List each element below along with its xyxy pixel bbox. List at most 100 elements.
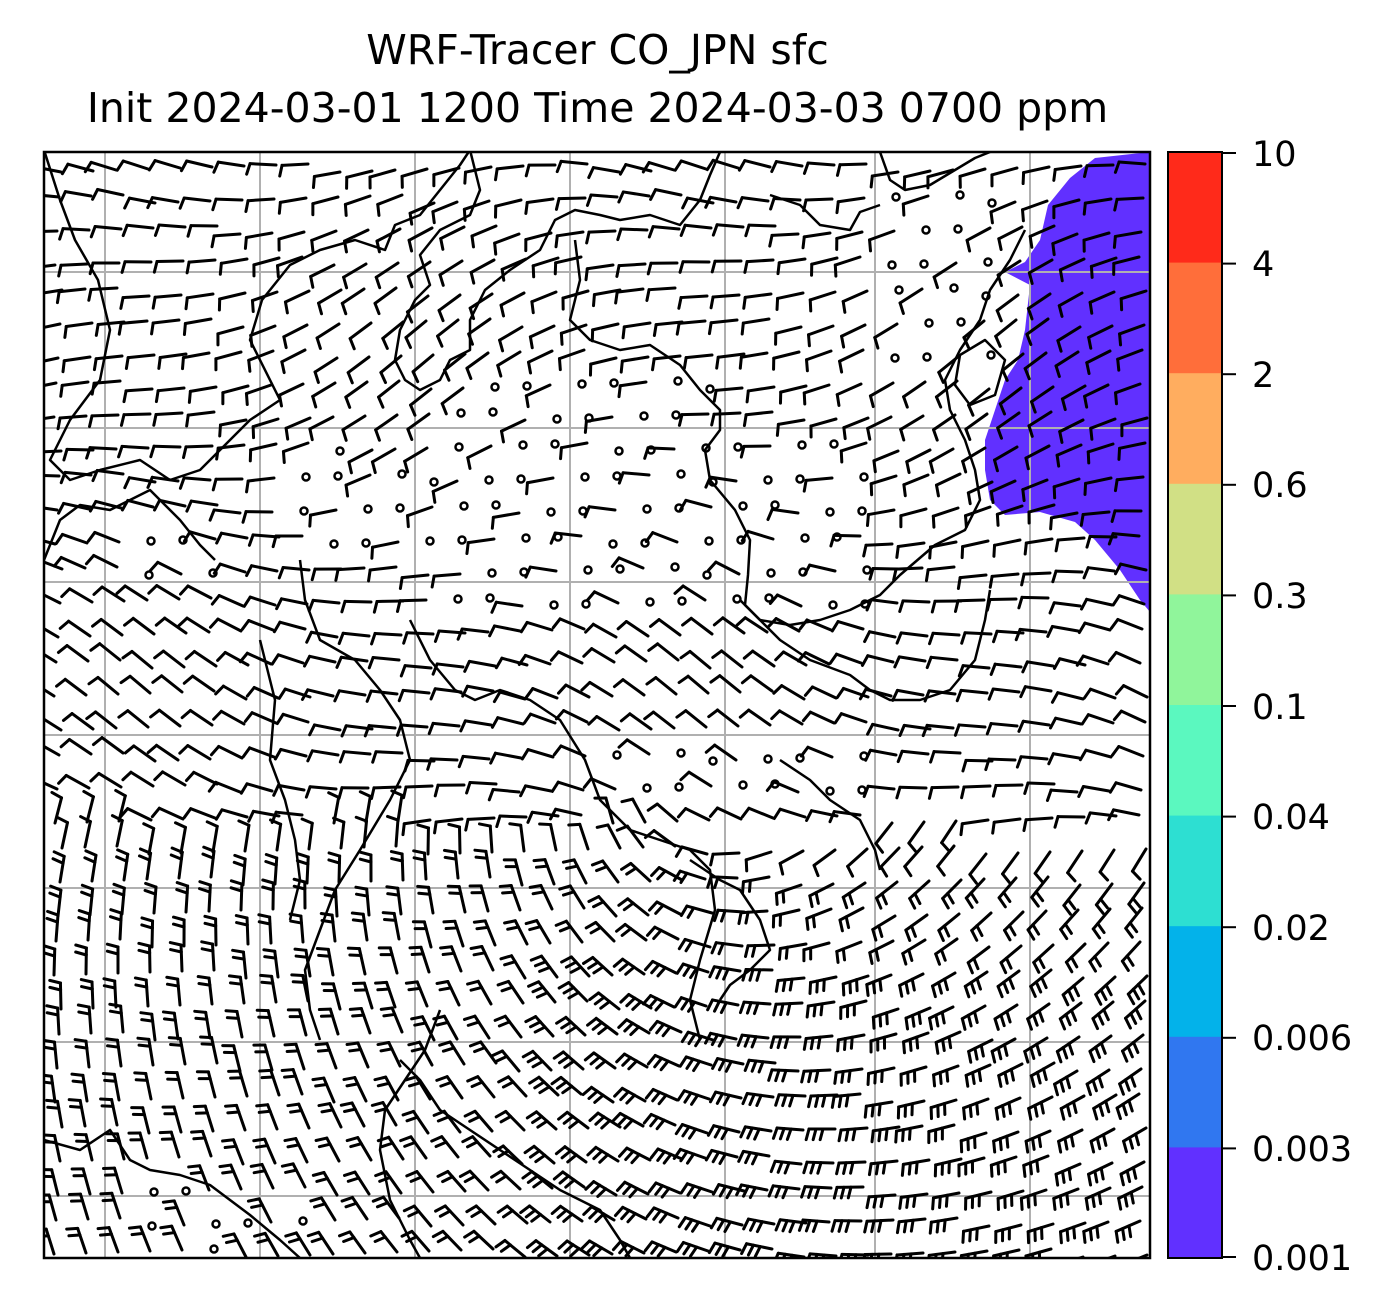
calm-wind-marker — [522, 381, 532, 391]
calm-wind-marker — [738, 501, 748, 511]
wind-barb — [893, 655, 927, 669]
wind-barb — [495, 814, 528, 829]
wind-barb — [870, 1125, 901, 1144]
wind-barb — [411, 353, 435, 384]
wind-barb — [898, 972, 925, 998]
wind-barb — [1029, 1061, 1056, 1088]
wind-barb — [567, 822, 590, 851]
wind-barb — [200, 940, 216, 972]
wind-barb — [902, 473, 930, 498]
wind-barb — [846, 847, 869, 878]
wind-barb — [560, 955, 591, 978]
calm-wind-marker — [677, 596, 687, 606]
colorbar-tick-label: 2 — [1252, 356, 1274, 396]
wind-barb — [146, 475, 180, 489]
wind-barb — [899, 414, 925, 442]
wind-barb — [896, 1099, 926, 1120]
wind-barb — [875, 880, 899, 910]
wind-barb — [108, 1002, 125, 1034]
wind-barb — [1023, 1036, 1049, 1064]
wind-barb — [768, 232, 800, 248]
wind-barb — [275, 712, 310, 726]
wind-barb — [871, 914, 897, 942]
wind-barb — [960, 631, 993, 645]
wind-barb — [152, 411, 184, 427]
wind-barb — [1014, 627, 1048, 642]
calm-wind-marker — [181, 1186, 191, 1196]
wind-barb — [278, 162, 310, 178]
wind-barb — [869, 1032, 898, 1054]
wind-barb — [494, 1109, 526, 1132]
wind-barb — [433, 783, 466, 798]
calm-wind-marker — [333, 471, 343, 481]
wind-barb — [674, 1123, 709, 1140]
wind-barb — [1091, 1000, 1115, 1031]
wind-barb — [94, 320, 126, 337]
wind-barb — [711, 223, 745, 237]
wind-barb — [994, 318, 1018, 348]
wind-barb — [618, 163, 653, 176]
wind-barb — [953, 598, 986, 613]
wind-barb — [1120, 940, 1142, 972]
wind-barb — [150, 806, 185, 821]
wind-barb — [992, 538, 1022, 558]
wind-barb — [146, 196, 180, 210]
wind-barb — [619, 993, 653, 1011]
colorbar-bin — [1168, 373, 1222, 485]
wind-barb — [195, 1070, 217, 1099]
wind-barb — [373, 286, 398, 316]
wind-barb — [124, 353, 156, 370]
wind-barb — [192, 1104, 215, 1133]
wind-barb — [968, 852, 988, 885]
wind-barb — [271, 534, 304, 549]
wind-barb — [153, 223, 187, 237]
wind-barb — [272, 620, 307, 634]
wind-barb — [902, 1031, 930, 1055]
wind-barb — [110, 814, 124, 848]
wind-barb — [377, 379, 401, 409]
colorbar-tick-label: 0.02 — [1252, 909, 1330, 949]
wind-barb — [865, 973, 893, 997]
wind-barb — [1113, 196, 1145, 212]
wind-barb — [772, 1001, 804, 1017]
colorbar-tick-label: 0.001 — [1252, 1239, 1352, 1279]
wind-barb — [406, 260, 432, 289]
wind-barb — [1108, 781, 1143, 794]
wind-barb — [313, 356, 339, 384]
wind-barb — [868, 229, 896, 253]
calm-wind-marker — [329, 539, 339, 549]
wind-barb — [964, 877, 986, 909]
wind-barb — [395, 598, 428, 613]
wind-barb — [337, 631, 371, 646]
wind-barb — [264, 853, 279, 886]
wind-barb — [613, 1205, 648, 1224]
wind-barb — [1074, 1255, 1085, 1258]
wind-barb — [1085, 349, 1112, 376]
wind-barb — [774, 883, 803, 906]
wind-barb — [769, 1159, 803, 1175]
wind-barb — [901, 194, 930, 217]
wind-barb — [1107, 532, 1141, 546]
wind-barb — [673, 584, 707, 602]
wind-barb — [80, 883, 95, 917]
wind-barb — [373, 1075, 400, 1102]
calm-wind-marker — [732, 594, 742, 604]
wind-barb — [996, 411, 1021, 440]
wind-barb — [332, 816, 346, 850]
wind-barb — [1026, 292, 1052, 321]
wind-barb — [894, 1124, 924, 1144]
wind-barb — [865, 1193, 897, 1210]
wind-barb — [960, 539, 990, 560]
wind-barb — [1114, 382, 1142, 406]
wind-barb — [994, 1096, 1022, 1121]
wind-barb — [644, 1087, 679, 1106]
wind-barb — [1022, 816, 1054, 833]
wind-barb — [1017, 595, 1050, 610]
calm-wind-marker — [670, 562, 680, 572]
wind-barb — [178, 476, 212, 490]
wind-barb — [835, 162, 868, 177]
wind-barb — [866, 722, 900, 736]
wind-barb — [466, 979, 493, 1006]
wind-barb — [179, 584, 213, 600]
colorbar-tick-label: 0.6 — [1252, 466, 1308, 506]
